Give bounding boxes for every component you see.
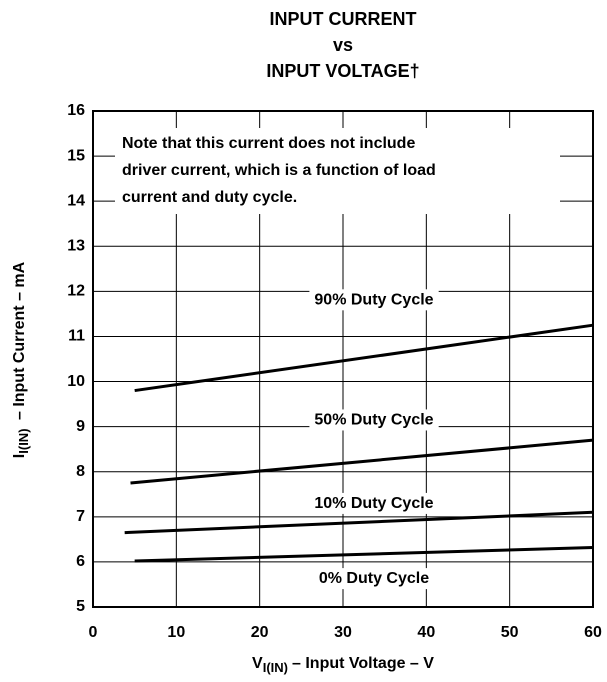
series-label-background: [309, 492, 439, 514]
y-tick-label: 6: [76, 553, 85, 570]
ylabel-label-rest: – Input Current – mA: [11, 261, 28, 424]
series-label: 50% Duty Cycle: [314, 411, 433, 428]
x-tick-label: 20: [251, 624, 269, 641]
series-label-background: [309, 409, 439, 431]
y-tick-label: 11: [68, 328, 85, 345]
y-tick-label: 10: [67, 373, 85, 390]
series-label: 90% Duty Cycle: [314, 291, 433, 308]
x-tick-label: 50: [501, 624, 519, 641]
series-line: [124, 510, 594, 535]
ylabel-label-main: I: [11, 454, 28, 458]
note: current and duty cycle.: [122, 189, 297, 206]
y-tick-label: 14: [67, 192, 85, 209]
x-tick-label: 0: [89, 624, 98, 641]
y-tick-label: 7: [76, 508, 85, 525]
note: Note that this current does not include: [122, 135, 415, 152]
x-tick-label: 10: [167, 624, 185, 641]
y-tick-label: 5: [76, 598, 85, 615]
xlabel-label-rest: – Input Voltage – V: [292, 655, 434, 672]
y-tick-label: 13: [67, 237, 85, 254]
y-tick-label: 8: [76, 463, 85, 480]
note: driver current, which is a function of l…: [122, 162, 436, 179]
chart-title: INPUT CURRENT: [270, 9, 417, 29]
note-background: [115, 128, 560, 214]
ylabel-label-sub: I(IN): [16, 428, 31, 453]
x-tick-label: 60: [584, 624, 602, 641]
series-label-background: [309, 289, 439, 311]
series-label: 0% Duty Cycle: [319, 570, 429, 587]
series-line: [134, 323, 594, 393]
xlabel-label-sub: I(IN): [263, 660, 288, 675]
series-label-background: [313, 568, 435, 590]
y-tick-label: 12: [67, 283, 85, 300]
chart-title: INPUT VOLTAGE†: [266, 61, 419, 81]
series-line: [130, 438, 594, 485]
x-tick-label: 40: [417, 624, 435, 641]
chart-title: vs: [333, 35, 353, 55]
plot-frame: [92, 110, 594, 608]
series-label: 10% Duty Cycle: [314, 495, 433, 512]
y-tick-label: 15: [67, 147, 85, 164]
y-tick-label: 16: [67, 102, 85, 119]
y-tick-label: 9: [76, 418, 85, 435]
xlabel-label: VI(IN) – Input Voltage – V: [252, 655, 434, 675]
ylabel-label: II(IN) – Input Current – mA: [11, 261, 31, 458]
x-tick-label: 30: [334, 624, 352, 641]
series-line: [134, 545, 594, 563]
xlabel-label-main: V: [252, 655, 263, 672]
